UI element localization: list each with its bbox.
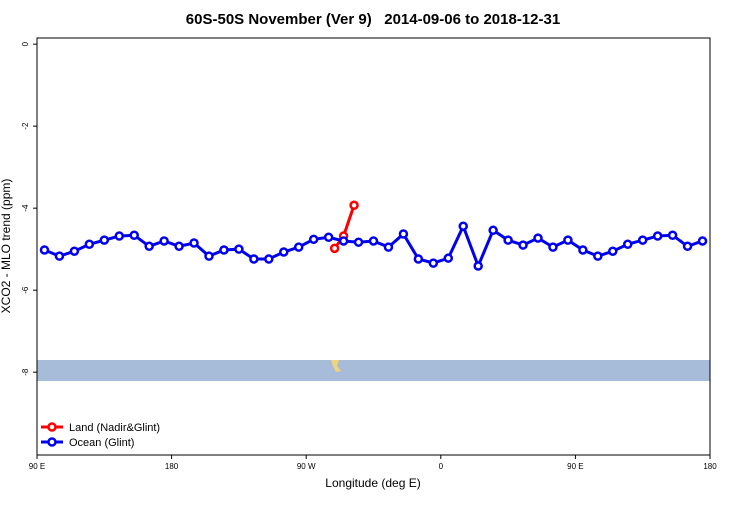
plot-frame bbox=[36, 37, 711, 456]
point bbox=[667, 230, 678, 240]
legend-label: Land (Nadir&Glint) bbox=[69, 422, 160, 434]
point bbox=[608, 246, 618, 256]
legend-marker bbox=[47, 422, 57, 432]
x-tick-label: 180 bbox=[165, 462, 179, 471]
point bbox=[54, 251, 65, 261]
legend-marker bbox=[47, 437, 57, 447]
point bbox=[293, 242, 304, 252]
point bbox=[473, 261, 483, 271]
point bbox=[398, 229, 409, 239]
x-axis-label: Longitude (deg E) bbox=[325, 476, 420, 490]
y-tick-label: -4 bbox=[21, 204, 30, 212]
point bbox=[39, 245, 50, 255]
y-tick-label: -8 bbox=[21, 368, 30, 376]
point bbox=[329, 243, 340, 254]
point bbox=[682, 241, 693, 252]
point bbox=[458, 221, 468, 231]
y-tick-label: 0 bbox=[21, 41, 30, 46]
y-tick-label: -2 bbox=[21, 122, 30, 130]
point bbox=[488, 225, 498, 236]
point bbox=[129, 230, 139, 240]
point bbox=[338, 236, 349, 246]
point bbox=[204, 251, 214, 261]
point bbox=[622, 239, 633, 249]
point bbox=[368, 236, 379, 246]
point bbox=[548, 242, 558, 252]
point bbox=[533, 233, 543, 243]
point bbox=[349, 200, 359, 211]
y-tick-label: -6 bbox=[21, 286, 30, 294]
point bbox=[189, 238, 199, 248]
point bbox=[383, 242, 394, 252]
point bbox=[563, 235, 573, 245]
point bbox=[652, 231, 663, 241]
point bbox=[159, 236, 169, 246]
point bbox=[279, 247, 289, 257]
point bbox=[637, 235, 648, 245]
point bbox=[443, 253, 454, 263]
land-patch bbox=[331, 360, 341, 372]
point bbox=[234, 244, 244, 254]
point bbox=[144, 241, 154, 252]
point bbox=[174, 241, 184, 252]
point bbox=[323, 232, 334, 243]
point bbox=[99, 235, 110, 245]
x-tick-label: 90 E bbox=[567, 462, 583, 471]
point bbox=[593, 251, 603, 261]
x-tick-label: 90 W bbox=[297, 462, 316, 471]
legend-label: Ocean (Glint) bbox=[69, 437, 134, 449]
series-line bbox=[43, 222, 704, 271]
x-tick-label: 180 bbox=[703, 462, 717, 471]
point bbox=[428, 258, 439, 268]
point bbox=[69, 246, 80, 256]
point bbox=[697, 236, 708, 246]
point bbox=[413, 254, 424, 264]
point bbox=[249, 254, 259, 264]
point bbox=[578, 245, 588, 255]
x-tick-label: 90 E bbox=[29, 462, 45, 471]
point bbox=[308, 234, 319, 245]
point bbox=[503, 235, 513, 245]
x-tick-label: 0 bbox=[439, 462, 444, 471]
point bbox=[114, 231, 125, 241]
point bbox=[518, 240, 528, 250]
chart-title: 60S-50S November (Ver 9) 2014-09-06 to 2… bbox=[186, 11, 560, 28]
point bbox=[353, 237, 364, 247]
point bbox=[219, 245, 229, 255]
map-band bbox=[37, 360, 710, 381]
y-axis-label: XCO2 - MLO trend (ppm) bbox=[0, 179, 13, 314]
point bbox=[264, 254, 274, 264]
point bbox=[84, 239, 95, 249]
